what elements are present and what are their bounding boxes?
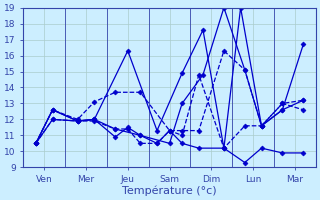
X-axis label: Température (°c): Température (°c) (122, 185, 217, 196)
